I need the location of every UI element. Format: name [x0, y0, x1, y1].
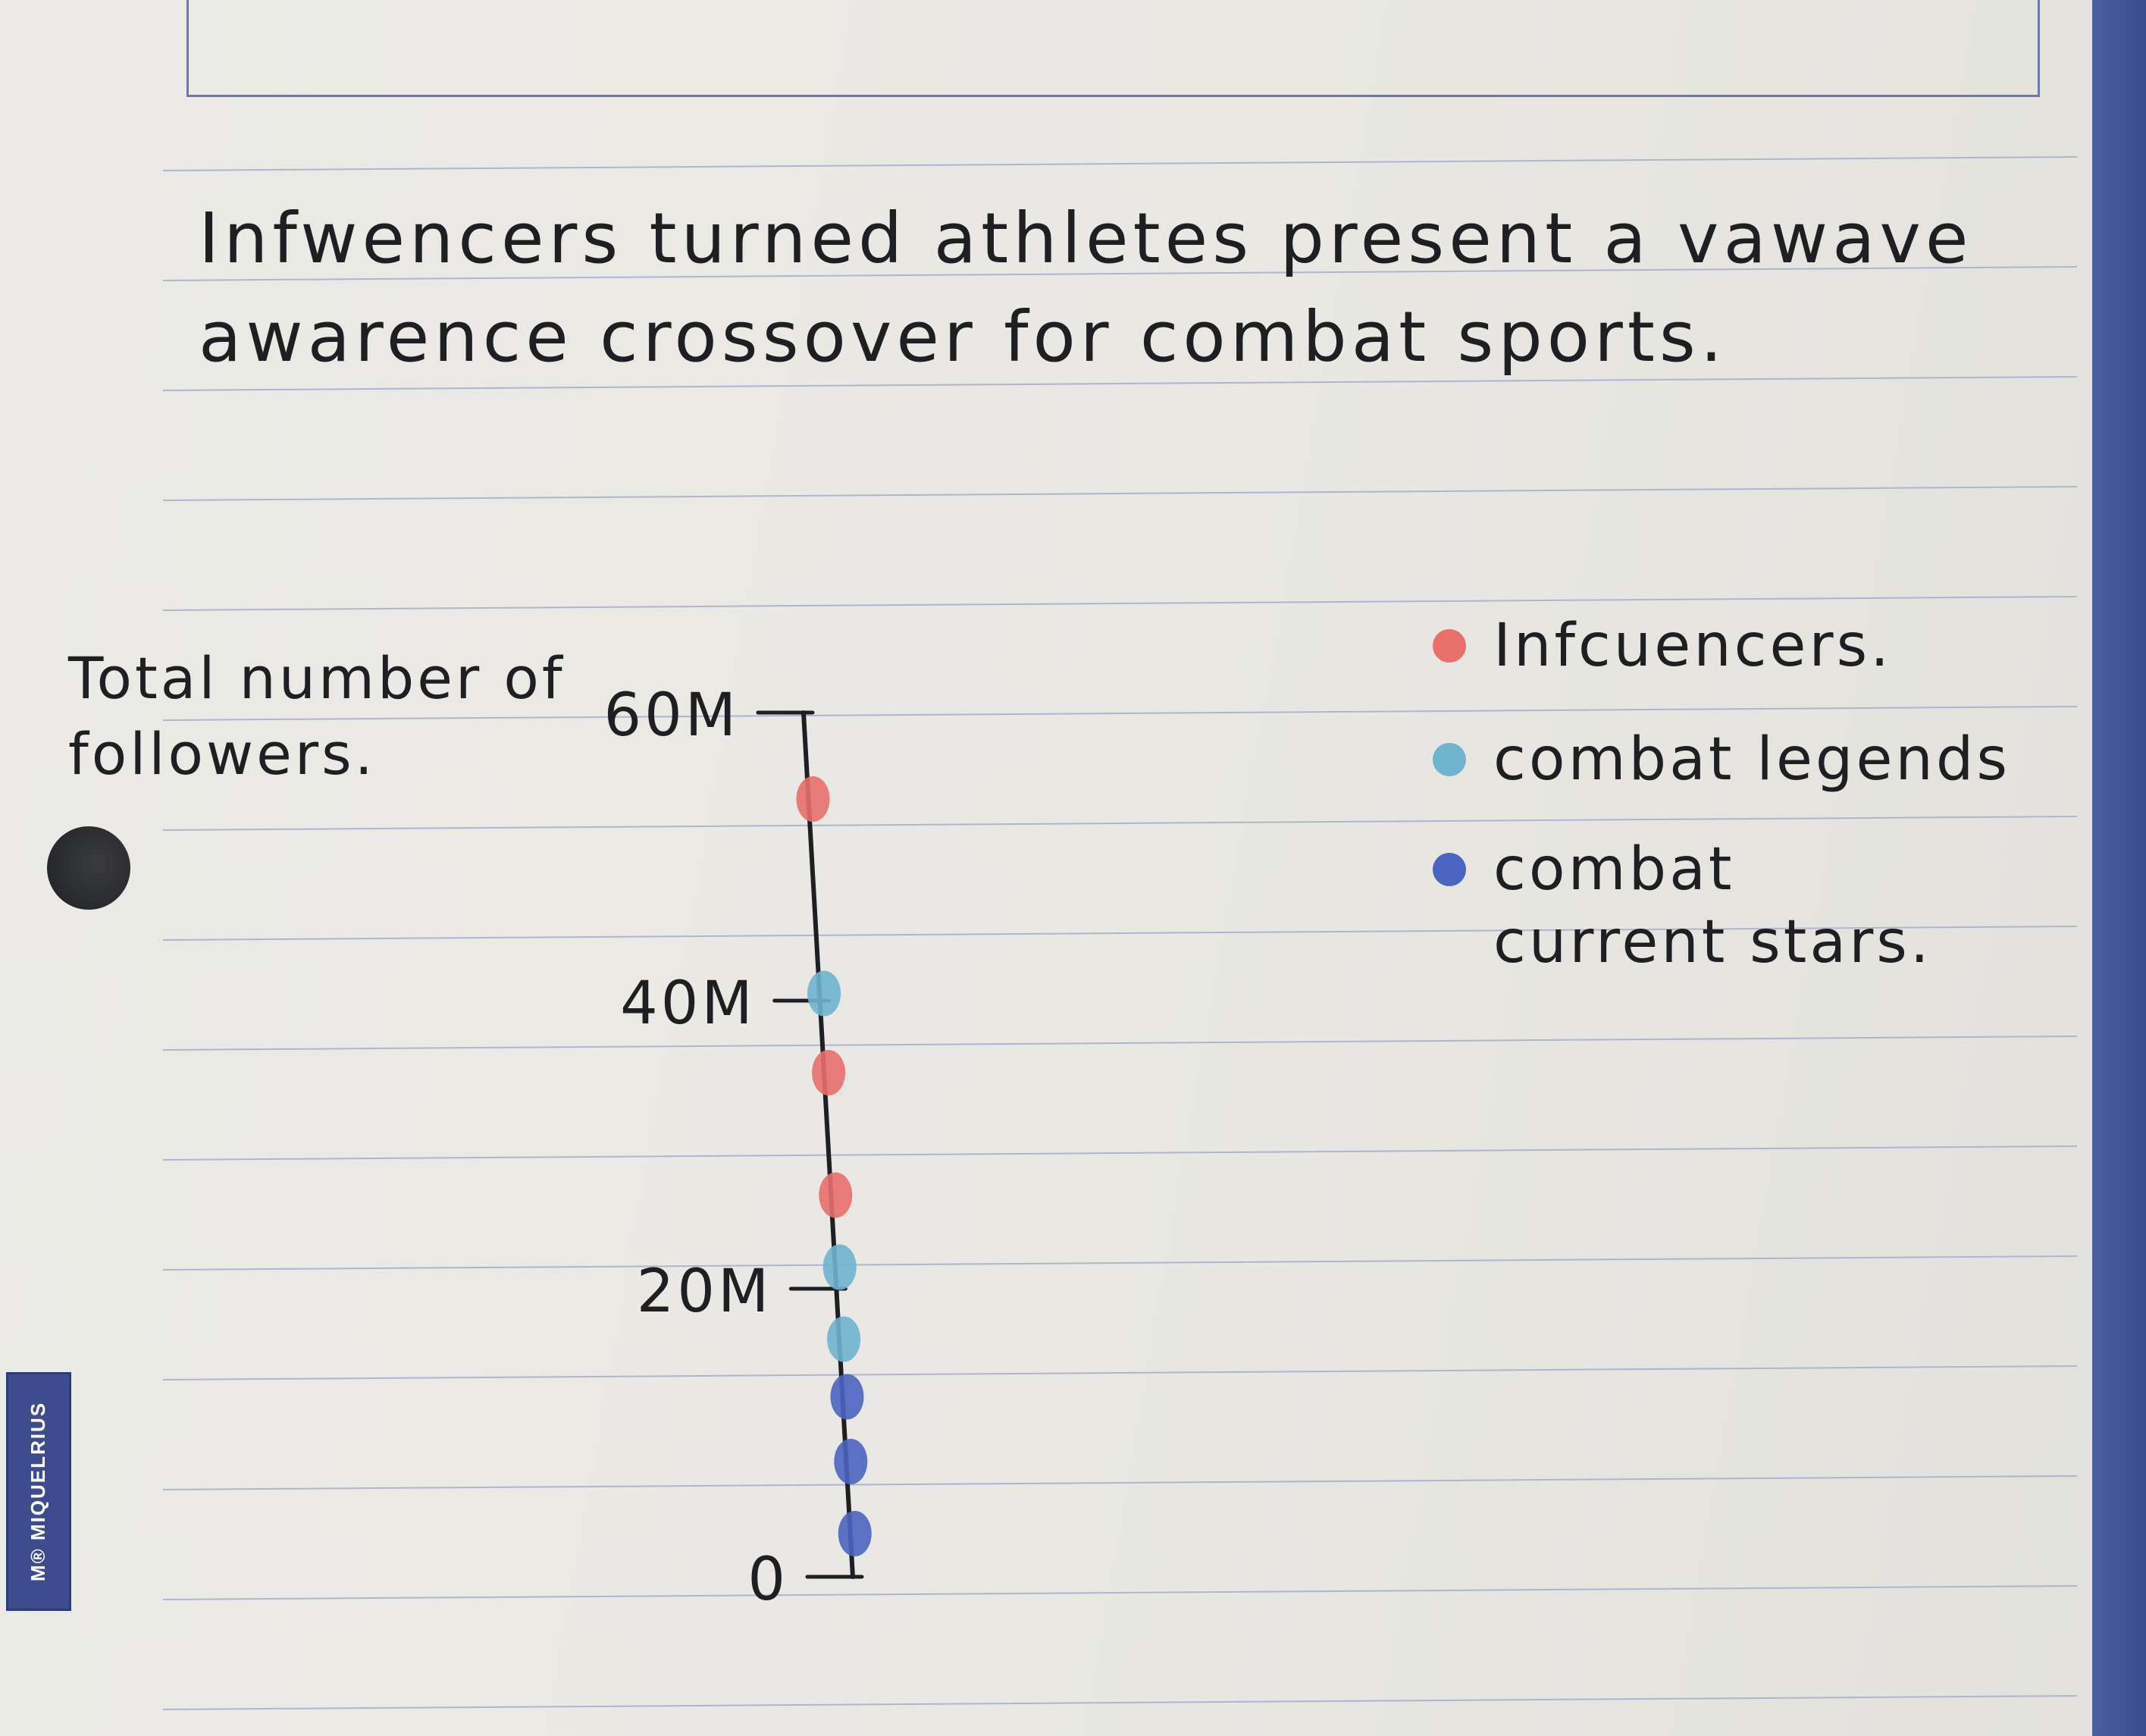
ruled-line: [162, 596, 2078, 611]
ruled-lines: [162, 156, 2078, 1710]
ruled-line: [162, 1255, 2078, 1271]
y-tick-label: 20M: [637, 1258, 772, 1326]
brand-label: M® MIQUELRIUS: [27, 1401, 50, 1582]
chart-title: Infwencers turned athletes present a vaw…: [199, 198, 1973, 378]
data-point-series-0: [819, 1172, 853, 1218]
ruled-line: [162, 1036, 2078, 1051]
data-point-series-0: [812, 1050, 846, 1095]
ruled-line: [162, 266, 2078, 281]
data-point-series-1: [822, 1244, 857, 1290]
ruled-line: [162, 1365, 2078, 1380]
legend-label-influencers: Infcuencers.: [1493, 612, 1893, 680]
ruled-line: [162, 1475, 2078, 1490]
ruled-line: [162, 926, 2078, 941]
ruled-line: [162, 1695, 2078, 1710]
data-point-series-2: [838, 1511, 872, 1556]
ruled-line: [162, 1585, 2078, 1600]
header-box: [186, 0, 2040, 97]
data-point-series-1: [807, 970, 841, 1017]
ruled-line: [162, 486, 2078, 501]
ruled-line: [162, 706, 2078, 721]
legend: Infcuencers. combat legends combat curre…: [1425, 606, 2092, 986]
data-point-series-0: [796, 776, 830, 822]
brand-tab: M® MIQUELRIUS: [6, 1372, 71, 1611]
y-tick-label: 0: [747, 1546, 788, 1614]
y-axis-line: [801, 710, 855, 1579]
legend-dot-combat-current-stars: [1433, 853, 1466, 886]
data-point-series-2: [830, 1374, 864, 1420]
punch-hole: [47, 826, 130, 910]
y-ticks: 0 20M 40M 60M: [603, 682, 864, 1614]
data-point-series-2: [834, 1439, 868, 1484]
y-axis: [801, 710, 855, 1579]
legend-label-combat-legends: combat legends: [1493, 725, 2011, 794]
ruled-line: [162, 816, 2078, 831]
legend-dot-influencers: [1433, 629, 1466, 663]
ruled-line: [162, 376, 2078, 391]
y-axis-label: Total number of followers.: [68, 644, 565, 788]
data-points: [796, 776, 872, 1556]
notebook-page: [0, 0, 2092, 1736]
ruled-line: [162, 156, 2078, 171]
legend-dot-combat-legends: [1433, 743, 1466, 776]
y-tick-label: 40M: [620, 970, 756, 1038]
legend-label-combat-current-stars: combat current stars.: [1493, 835, 1932, 976]
notebook-cover-edge: [2092, 0, 2146, 1736]
ruled-lines-and-chart: 0 20M 40M 60M: [162, 156, 2078, 1710]
y-tick-label: 60M: [603, 682, 739, 750]
ruled-line: [162, 1145, 2078, 1161]
data-point-series-1: [827, 1316, 861, 1362]
